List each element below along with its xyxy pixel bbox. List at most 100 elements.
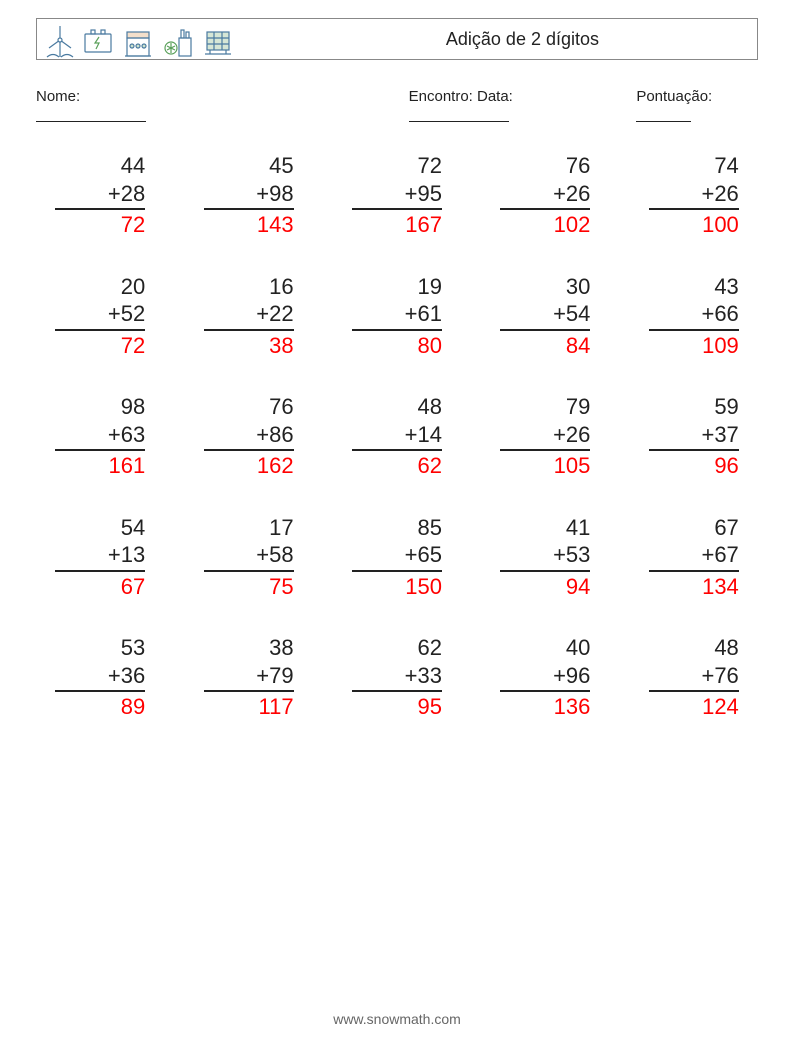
answer: 124 xyxy=(649,692,739,721)
worksheet-page: Adição de 2 dígitos Nome: Encontro: Data… xyxy=(0,0,794,1053)
problem: 54+1367 xyxy=(55,514,145,601)
operand-b: +58 xyxy=(204,541,294,572)
answer: 89 xyxy=(55,692,145,721)
operand-b: +36 xyxy=(55,662,145,693)
meta-row: Nome: Encontro: Data: Pontuação: xyxy=(36,88,758,122)
operand-b: +52 xyxy=(55,300,145,331)
operand-b: +63 xyxy=(55,421,145,452)
problem: 79+26105 xyxy=(500,393,590,480)
container-icon xyxy=(201,24,235,58)
answer: 84 xyxy=(500,331,590,360)
problem: 85+65150 xyxy=(352,514,442,601)
answer: 117 xyxy=(204,692,294,721)
problem: 17+5875 xyxy=(204,514,294,601)
footer-text: www.snowmath.com xyxy=(0,1011,794,1027)
answer: 136 xyxy=(500,692,590,721)
answer: 100 xyxy=(649,210,739,239)
operand-a: 79 xyxy=(500,393,590,421)
operand-a: 62 xyxy=(352,634,442,662)
problem: 53+3689 xyxy=(55,634,145,721)
problem: 19+6180 xyxy=(352,273,442,360)
answer: 72 xyxy=(55,210,145,239)
answer: 38 xyxy=(204,331,294,360)
score-field: Pontuação: xyxy=(636,88,758,122)
operand-b: +26 xyxy=(500,180,590,211)
building-icon xyxy=(121,24,155,58)
operand-a: 53 xyxy=(55,634,145,662)
operand-a: 48 xyxy=(352,393,442,421)
score-label: Pontuação: xyxy=(636,88,712,105)
score-blank[interactable] xyxy=(636,107,691,122)
operand-a: 45 xyxy=(204,152,294,180)
operand-b: +76 xyxy=(649,662,739,693)
answer: 67 xyxy=(55,572,145,601)
problem: 98+63161 xyxy=(55,393,145,480)
date-label: Encontro: Data: xyxy=(409,88,513,105)
operand-a: 30 xyxy=(500,273,590,301)
operand-b: +96 xyxy=(500,662,590,693)
operand-a: 19 xyxy=(352,273,442,301)
problem: 76+26102 xyxy=(500,152,590,239)
date-field: Encontro: Data: xyxy=(409,88,597,122)
operand-b: +79 xyxy=(204,662,294,693)
operand-b: +95 xyxy=(352,180,442,211)
operand-b: +53 xyxy=(500,541,590,572)
answer: 109 xyxy=(649,331,739,360)
operand-a: 76 xyxy=(500,152,590,180)
answer: 150 xyxy=(352,572,442,601)
problem: 20+5272 xyxy=(55,273,145,360)
problems-grid: 44+287245+9814372+9516776+2610274+261002… xyxy=(36,152,758,721)
problem: 30+5484 xyxy=(500,273,590,360)
header-icons xyxy=(45,18,235,60)
battery-icon xyxy=(81,24,115,58)
operand-a: 16 xyxy=(204,273,294,301)
problem: 44+2872 xyxy=(55,152,145,239)
operand-a: 38 xyxy=(204,634,294,662)
operand-b: +13 xyxy=(55,541,145,572)
operand-b: +66 xyxy=(649,300,739,331)
operand-a: 54 xyxy=(55,514,145,542)
operand-a: 40 xyxy=(500,634,590,662)
operand-a: 67 xyxy=(649,514,739,542)
answer: 72 xyxy=(55,331,145,360)
operand-b: +37 xyxy=(649,421,739,452)
operand-a: 43 xyxy=(649,273,739,301)
problem: 45+98143 xyxy=(204,152,294,239)
problem: 48+1462 xyxy=(352,393,442,480)
operand-b: +33 xyxy=(352,662,442,693)
operand-b: +98 xyxy=(204,180,294,211)
problem: 41+5394 xyxy=(500,514,590,601)
date-blank[interactable] xyxy=(409,107,509,122)
answer: 143 xyxy=(204,210,294,239)
problem: 67+67134 xyxy=(649,514,739,601)
operand-b: +22 xyxy=(204,300,294,331)
operand-b: +28 xyxy=(55,180,145,211)
answer: 96 xyxy=(649,451,739,480)
name-field: Nome: xyxy=(36,88,179,122)
answer: 94 xyxy=(500,572,590,601)
operand-b: +26 xyxy=(649,180,739,211)
operand-a: 76 xyxy=(204,393,294,421)
operand-b: +54 xyxy=(500,300,590,331)
header-bar: Adição de 2 dígitos xyxy=(36,18,758,60)
operand-a: 41 xyxy=(500,514,590,542)
answer: 62 xyxy=(352,451,442,480)
name-label: Nome: xyxy=(36,88,80,105)
operand-b: +61 xyxy=(352,300,442,331)
operand-a: 85 xyxy=(352,514,442,542)
operand-b: +26 xyxy=(500,421,590,452)
problem: 48+76124 xyxy=(649,634,739,721)
operand-b: +65 xyxy=(352,541,442,572)
operand-b: +67 xyxy=(649,541,739,572)
operand-a: 44 xyxy=(55,152,145,180)
problem: 38+79117 xyxy=(204,634,294,721)
answer: 134 xyxy=(649,572,739,601)
worksheet-title: Adição de 2 dígitos xyxy=(446,29,749,50)
operand-a: 98 xyxy=(55,393,145,421)
operand-a: 17 xyxy=(204,514,294,542)
operand-b: +86 xyxy=(204,421,294,452)
answer: 95 xyxy=(352,692,442,721)
problem: 16+2238 xyxy=(204,273,294,360)
answer: 162 xyxy=(204,451,294,480)
name-blank[interactable] xyxy=(36,107,146,122)
